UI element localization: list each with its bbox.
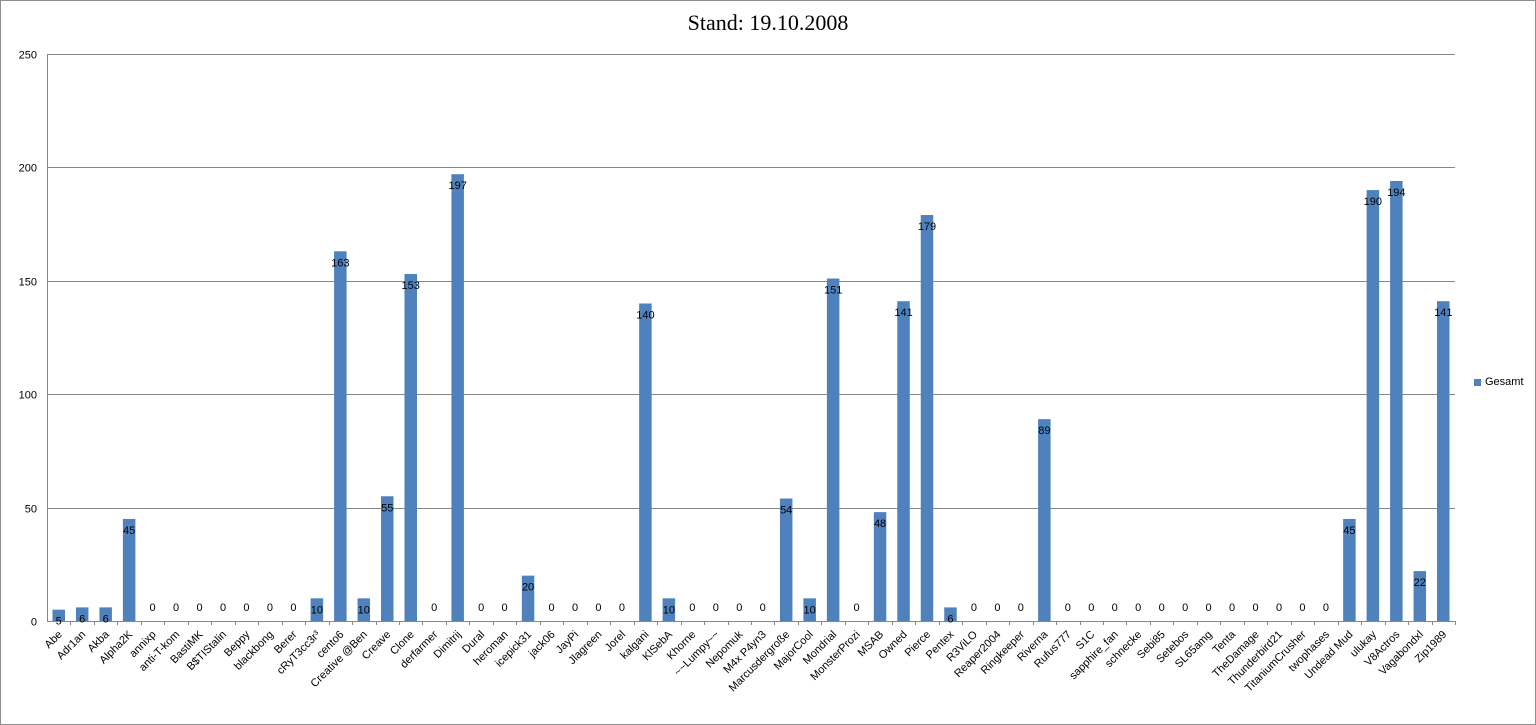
bar [1343,518,1356,621]
bar [826,278,840,621]
legend: Gesamt [1474,376,1524,388]
bar [662,598,676,621]
data-label: 6 [947,613,953,625]
data-label: 10 [311,604,323,616]
data-label: 0 [736,602,742,614]
data-label: 10 [663,604,675,616]
data-label: 0 [1299,602,1305,614]
bar [1390,181,1403,621]
data-label: 6 [79,613,85,625]
data-label: 0 [1112,602,1118,614]
data-label: 0 [1229,602,1235,614]
data-label: 0 [150,602,156,614]
data-label: 0 [1323,602,1329,614]
bar [779,498,793,621]
data-label: 0 [220,602,226,614]
bar [357,598,371,621]
bar [1437,301,1450,621]
data-label: 10 [804,604,816,616]
data-label: 0 [431,602,437,614]
data-label: 0 [1159,602,1165,614]
data-label: 141 [894,307,912,319]
data-label: 5 [56,616,62,628]
data-label: 0 [713,602,719,614]
data-label: 0 [196,602,202,614]
data-label: 0 [1065,602,1071,614]
data-label: 0 [994,602,1000,614]
bar [1038,419,1051,621]
data-label: 0 [1276,602,1282,614]
y-tick-label: 150 [19,277,37,289]
y-tick-label: 200 [19,163,37,175]
bar [1366,190,1380,621]
data-label: 55 [381,502,393,514]
data-label: 151 [824,285,842,297]
data-label: 0 [595,602,601,614]
data-label: 179 [918,221,936,233]
data-label: 0 [689,602,695,614]
data-label: 10 [358,604,370,616]
bar [639,303,652,621]
data-label: 0 [548,602,554,614]
data-label: 45 [1343,525,1355,537]
data-label: 0 [1182,602,1188,614]
data-label: 0 [971,602,977,614]
data-label: 0 [619,602,625,614]
data-label: 194 [1387,187,1405,199]
x-tick-label: jack06 [526,629,558,661]
bar [920,215,934,621]
data-label: 0 [572,602,578,614]
y-tick-label: 100 [19,390,37,402]
y-tick-label: 50 [25,504,37,516]
data-label: 141 [1434,307,1452,319]
data-label: 0 [173,602,179,614]
bar [1413,571,1427,621]
data-label: 54 [780,505,792,517]
data-label: 0 [1252,602,1258,614]
data-label: 0 [760,602,766,614]
data-label: 0 [478,602,484,614]
data-label: 197 [448,180,466,192]
data-label: 0 [502,602,508,614]
data-label: 0 [1135,602,1141,614]
bar [381,496,394,621]
data-label: 48 [874,518,886,530]
data-label: 163 [331,257,349,269]
legend-swatch [1474,378,1481,386]
bar [803,598,816,621]
data-label: 6 [103,613,109,625]
bar [873,512,887,621]
data-label: 0 [243,602,249,614]
data-label: 22 [1414,577,1426,589]
bar [122,518,136,621]
data-label: 0 [1206,602,1212,614]
bar [451,174,464,622]
data-label: 0 [1088,602,1094,614]
bar [944,607,957,621]
bar [99,607,112,621]
chart-title: Stand: 19.10.2008 [687,10,849,35]
data-label: 0 [1018,602,1024,614]
y-tick-label: 0 [31,617,37,629]
bar [75,607,89,621]
data-label: 0 [854,602,860,614]
bar [404,273,417,621]
bar [897,301,910,621]
bar [521,575,535,621]
data-label: 0 [290,602,296,614]
legend-label: Gesamt [1485,376,1524,388]
data-label: 89 [1038,425,1050,437]
data-label: 20 [522,582,534,594]
bar [310,598,324,621]
bar [52,609,65,621]
data-label: 190 [1364,196,1382,208]
y-tick-label: 250 [19,50,37,62]
data-label: 0 [267,602,273,614]
data-label: 140 [636,309,654,321]
data-label: 45 [123,525,135,537]
bar [334,251,347,622]
data-label: 153 [402,280,420,292]
